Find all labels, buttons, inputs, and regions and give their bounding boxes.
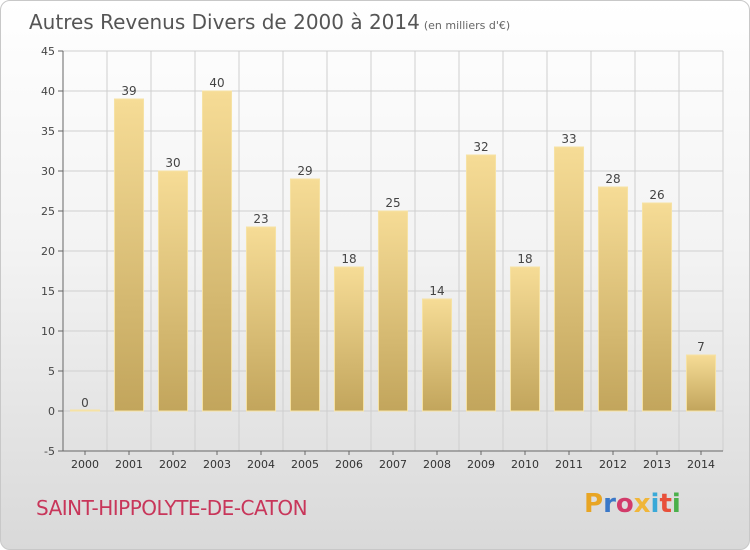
x-tick-label: 2014 [687, 458, 715, 471]
logo-letter: x [633, 489, 651, 519]
value-labels: 0 39 30 40 23 29 18 25 14 32 18 33 28 26 7 [81, 76, 705, 410]
logo-letter: P [584, 489, 604, 519]
y-tick-label: 35 [41, 125, 55, 138]
x-tick-label: 2012 [599, 458, 627, 471]
bar [377, 210, 409, 412]
commune-name: SAINT-HIPPOLYTE-DE-CATON [36, 496, 308, 520]
bar [421, 298, 453, 412]
bar [553, 146, 585, 412]
bar-value-label: 40 [209, 76, 224, 90]
y-tick-label: 5 [48, 365, 55, 378]
y-tick-label: -5 [44, 445, 55, 458]
bar [157, 170, 189, 412]
bar [289, 178, 321, 412]
bar-value-label: 30 [165, 156, 180, 170]
y-tick-label: 0 [48, 405, 55, 418]
bar-value-label: 26 [649, 188, 664, 202]
bar-value-label: 14 [429, 284, 444, 298]
chart-title: Autres Revenus Divers de 2000 à 2014 (en … [29, 10, 510, 34]
logo-letter: o [615, 489, 634, 519]
bar-value-label: 7 [697, 340, 705, 354]
y-tick-label: 25 [41, 205, 55, 218]
logo-letter: i [650, 489, 660, 519]
bar [69, 409, 101, 412]
y-tick-label: 40 [41, 85, 55, 98]
bar-value-label: 29 [297, 164, 312, 178]
y-tick-label: 45 [41, 45, 55, 58]
axes: -5 0 5 10 15 20 25 30 35 40 45 2000 2001 2002 2003 2004… [41, 45, 723, 471]
x-tick-label: 2007 [379, 458, 407, 471]
logo-letter: t [659, 489, 672, 519]
x-tick-label: 2008 [423, 458, 451, 471]
bar-value-label: 25 [385, 196, 400, 210]
bar [641, 202, 673, 412]
y-tick-label: 10 [41, 325, 55, 338]
bar [201, 90, 233, 412]
y-tick-label: 15 [41, 285, 55, 298]
x-tick-label: 2006 [335, 458, 363, 471]
x-tick-label: 2009 [467, 458, 495, 471]
title-unit: (en milliers d'€) [423, 19, 511, 32]
x-tick-label: 2010 [511, 458, 539, 471]
x-tick-label: 2013 [643, 458, 671, 471]
bar-value-label: 23 [253, 212, 268, 226]
x-tick-label: 2003 [203, 458, 231, 471]
bar [597, 186, 629, 412]
bar [465, 154, 497, 412]
bars [69, 90, 717, 412]
bar-value-label: 0 [81, 396, 89, 410]
logo-letter: i [671, 489, 681, 519]
x-tick-label: 2001 [115, 458, 143, 471]
bar [509, 266, 541, 412]
bar [245, 226, 277, 412]
bar-value-label: 33 [561, 132, 576, 146]
x-tick-label: 2004 [247, 458, 275, 471]
x-tick-label: 2000 [71, 458, 99, 471]
y-tick-label: 20 [41, 245, 55, 258]
title-text: Autres Revenus Divers de 2000 à 2014 [29, 10, 420, 34]
x-tick-label: 2011 [555, 458, 583, 471]
bar-value-label: 28 [605, 172, 620, 186]
bar-value-label: 18 [517, 252, 532, 266]
proxiti-logo: Proxiti [584, 489, 681, 519]
x-tick-label: 2002 [159, 458, 187, 471]
x-tick-label: 2005 [291, 458, 319, 471]
bar-value-label: 32 [473, 140, 488, 154]
bar [333, 266, 365, 412]
bar-value-label: 39 [121, 84, 136, 98]
bar [685, 354, 717, 412]
bar [113, 98, 145, 412]
y-tick-label: 30 [41, 165, 55, 178]
logo-letter: r [603, 489, 616, 519]
bar-value-label: 18 [341, 252, 356, 266]
